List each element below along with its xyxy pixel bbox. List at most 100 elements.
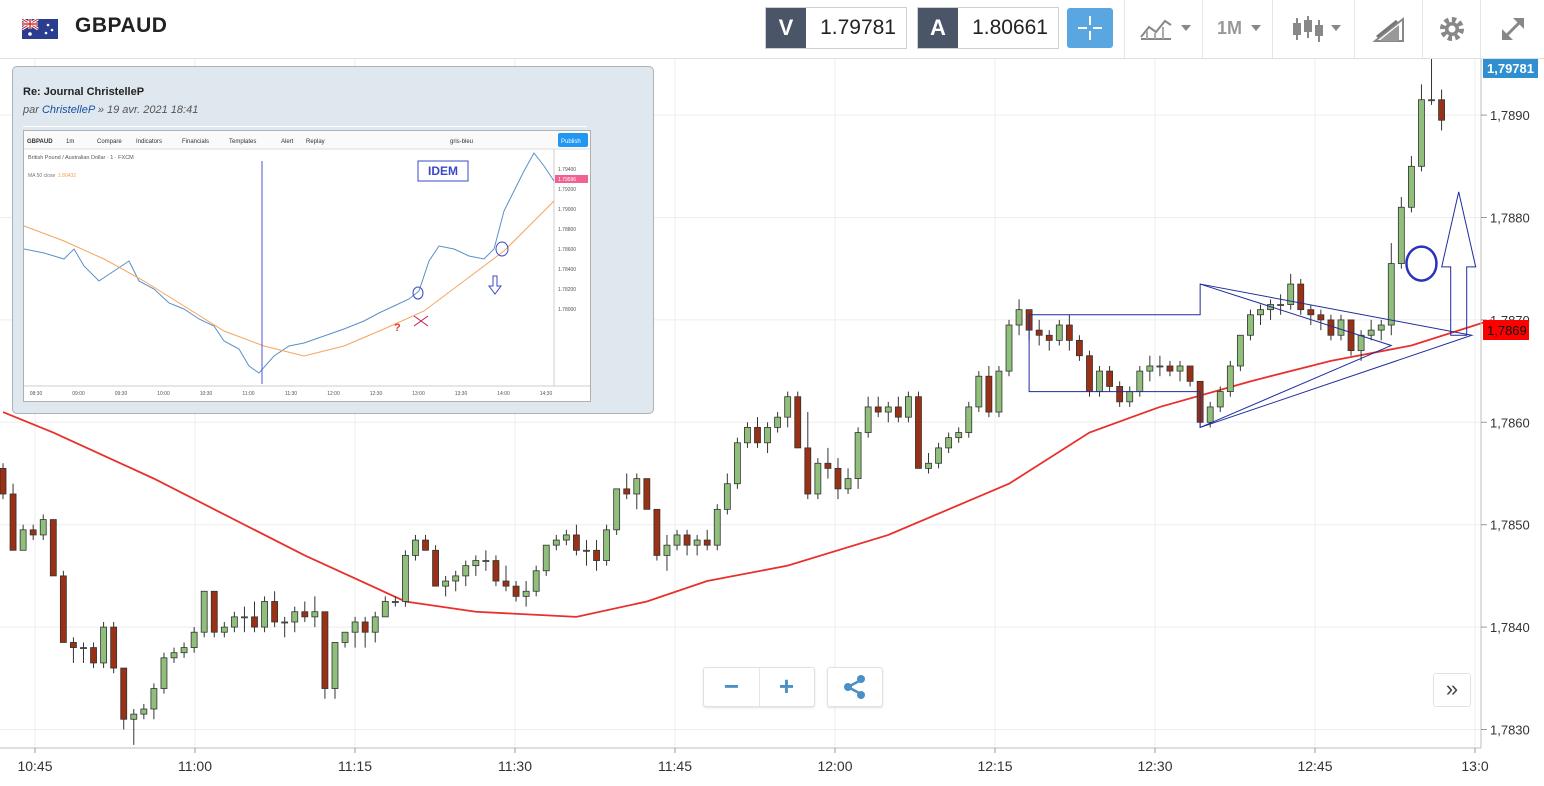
candle bbox=[653, 508, 661, 561]
candle bbox=[1418, 84, 1425, 172]
candle bbox=[663, 534, 671, 571]
buy-price: 1.80661 bbox=[972, 16, 1048, 39]
mini-up-arrow bbox=[488, 275, 502, 295]
candle bbox=[542, 544, 550, 576]
mini-circle-2 bbox=[495, 241, 509, 257]
drawing-tools-button[interactable] bbox=[1354, 0, 1423, 58]
divider bbox=[23, 126, 587, 127]
bull-candle-body bbox=[1236, 334, 1244, 367]
candle bbox=[633, 473, 641, 510]
bear-candle-body bbox=[915, 396, 922, 469]
bear-candle-body bbox=[824, 462, 832, 469]
candle bbox=[1216, 386, 1224, 413]
candle bbox=[1247, 309, 1254, 341]
candle bbox=[945, 432, 953, 454]
zoom-out-button[interactable]: − bbox=[704, 668, 760, 706]
bull-candle-body bbox=[552, 539, 560, 546]
candle bbox=[190, 627, 198, 653]
bull-candle-body bbox=[1146, 365, 1154, 372]
bear-candle-body bbox=[593, 549, 600, 561]
expand-button[interactable] bbox=[1480, 0, 1544, 58]
candle bbox=[613, 488, 621, 535]
bear-candle-body bbox=[49, 519, 57, 577]
candle bbox=[512, 581, 520, 602]
sell-tag: V bbox=[766, 8, 806, 48]
mini-price-label: 1.79200 bbox=[558, 187, 576, 193]
bull-candle-body bbox=[381, 601, 389, 618]
candle bbox=[1287, 273, 1295, 310]
candle bbox=[1106, 365, 1113, 392]
mini-time-label: 08:30 bbox=[30, 391, 43, 397]
share-button[interactable] bbox=[827, 667, 883, 707]
mini-price-label: 1.79000 bbox=[558, 207, 576, 213]
scroll-to-latest-button[interactable]: » bbox=[1433, 673, 1471, 707]
candle bbox=[1397, 197, 1405, 269]
bear-candle-body bbox=[210, 590, 218, 633]
mini-idem-label: IDEM bbox=[428, 164, 458, 178]
candle bbox=[703, 529, 711, 551]
bear-candle-body bbox=[110, 626, 118, 669]
candle bbox=[1277, 294, 1285, 315]
current-price-label: 1,79781 bbox=[1487, 61, 1534, 76]
candle bbox=[220, 621, 228, 638]
candle bbox=[643, 478, 651, 510]
candle bbox=[1076, 335, 1083, 361]
mini-time-label: 13:30 bbox=[455, 391, 468, 397]
mini-publish-label: Publish bbox=[561, 139, 581, 145]
candle bbox=[1116, 381, 1124, 407]
mini-price-label: 1.79400 bbox=[558, 167, 576, 173]
candle bbox=[19, 524, 27, 551]
mini-price-label: 1.78400 bbox=[558, 267, 576, 273]
bear-candle-body bbox=[573, 534, 580, 551]
bull-candle-body bbox=[341, 631, 349, 643]
candle bbox=[482, 550, 490, 571]
candles-style-button[interactable] bbox=[1272, 0, 1355, 58]
time-axis: 10:45 11:00 11:15 11:30 11:45 12:00 12:15 12:30… bbox=[0, 747, 1489, 774]
gear-icon bbox=[1440, 17, 1464, 41]
candle bbox=[381, 596, 389, 618]
chart-type-button[interactable] bbox=[1124, 0, 1203, 58]
bull-candle-body bbox=[160, 657, 168, 689]
crosshair-button[interactable] bbox=[1067, 8, 1113, 48]
settings-button[interactable] bbox=[1422, 0, 1481, 58]
bull-candle-body bbox=[150, 688, 158, 710]
candle bbox=[1045, 330, 1053, 351]
timeframe-selector[interactable]: 1M bbox=[1202, 0, 1273, 58]
time-tick-label: 11:30 bbox=[498, 758, 532, 774]
journal-author-link[interactable]: ChristelleP bbox=[41, 104, 95, 116]
candle bbox=[59, 570, 67, 643]
mini-price-label: 1.78800 bbox=[558, 227, 576, 233]
zoom-in-button[interactable]: + bbox=[778, 671, 795, 701]
candle bbox=[965, 401, 973, 438]
time-tick-label: 12:30 bbox=[1137, 758, 1172, 774]
bear-candle-body bbox=[1347, 319, 1355, 352]
mini-price-label: 1.78200 bbox=[558, 287, 576, 293]
candle bbox=[854, 427, 862, 489]
candle bbox=[150, 683, 158, 720]
mini-toolbar-item: Financials bbox=[182, 139, 209, 145]
candle bbox=[432, 545, 439, 587]
candle bbox=[975, 371, 983, 413]
bear-candle-body bbox=[1307, 309, 1315, 316]
bear-candle-body bbox=[874, 406, 882, 413]
buy-price-button[interactable]: A 1.80661 bbox=[917, 7, 1059, 49]
bull-candle-body bbox=[1408, 165, 1415, 208]
mini-labels: British Pound / Australian Dollar · 1 · … bbox=[28, 155, 588, 397]
mini-time-label: 09:00 bbox=[72, 391, 85, 397]
flag-gb-au-icon bbox=[22, 19, 58, 39]
bull-candle-body bbox=[673, 534, 681, 546]
bull-candle-body bbox=[391, 601, 399, 603]
bull-candle-body bbox=[412, 539, 419, 556]
price-tick-label: 1,7840 bbox=[1490, 620, 1530, 635]
bull-candle-body bbox=[522, 590, 530, 597]
sell-price-button[interactable]: V 1.79781 bbox=[765, 7, 907, 49]
bull-candle-body bbox=[100, 626, 107, 664]
candle bbox=[814, 458, 822, 500]
drawings-layer bbox=[1028, 191, 1477, 429]
mini-toolbar-item: gris-bleu bbox=[450, 139, 473, 145]
bear-candle-body bbox=[1035, 329, 1043, 336]
mini-idem-box bbox=[417, 160, 469, 182]
bull-candle-body bbox=[261, 601, 268, 628]
chevron-down-icon bbox=[1331, 25, 1341, 31]
bull-candle-body bbox=[452, 575, 460, 582]
